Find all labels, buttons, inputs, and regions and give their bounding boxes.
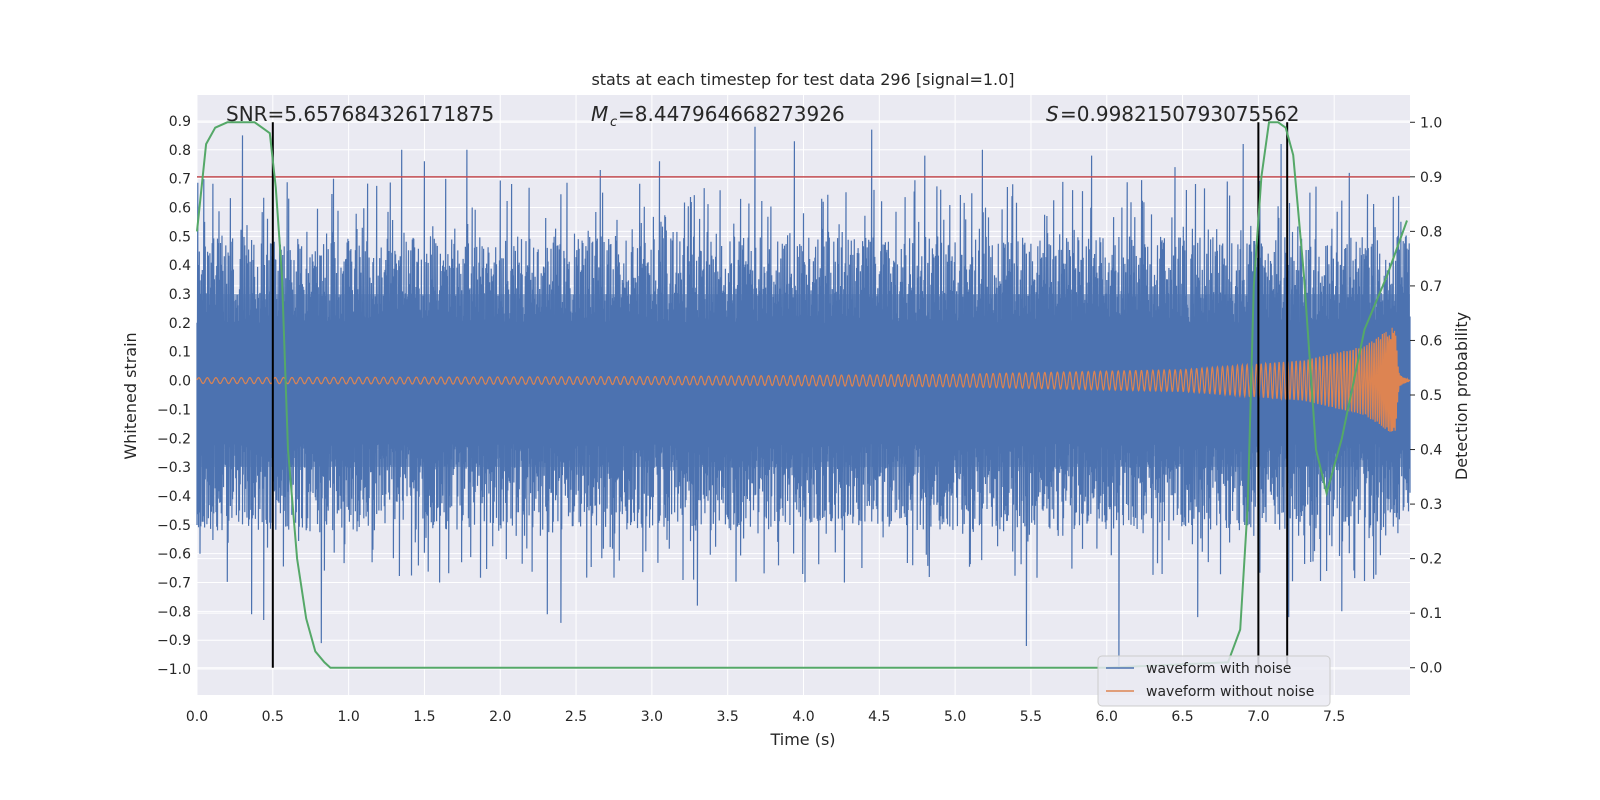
x-tick-label: 5.5	[1020, 709, 1042, 725]
y2-tick-label: 1.0	[1420, 115, 1442, 131]
y-tick-label: −0.8	[157, 604, 191, 620]
x-tick-label: 1.0	[337, 709, 359, 725]
mc-annotation: M c =8.447964668273926	[591, 102, 845, 130]
y-tick-label: −0.4	[157, 489, 191, 505]
x-tick-label: 3.5	[717, 709, 739, 725]
y-tick-label: 0.9	[169, 114, 191, 130]
x-tick-label: 0.0	[186, 709, 208, 725]
y-tick-label: 0.5	[169, 229, 191, 245]
y2-tick-label: 0.3	[1420, 497, 1442, 513]
overlay-lines	[196, 121, 1410, 669]
y2-tick-label: 0.2	[1420, 552, 1442, 568]
mc-value: =8.447964668273926	[618, 102, 845, 126]
snr-annotation: SNR=5.657684326171875	[226, 102, 494, 126]
x-tick-label: 3.0	[641, 709, 663, 725]
y-tick-label: 0.3	[169, 287, 191, 303]
y2-axis-label: Detection probability	[1452, 312, 1471, 480]
x-axis-label: Time (s)	[769, 730, 835, 749]
y-tick-label: 0.4	[169, 258, 191, 274]
y2-tick-label: 0.7	[1420, 279, 1442, 295]
y2-tick-label: 0.4	[1420, 443, 1442, 459]
x-tick-label: 5.0	[944, 709, 966, 725]
mc-symbol: M	[591, 102, 608, 126]
y-axis-label: Whitened strain	[121, 332, 140, 459]
x-tick-label: 4.0	[792, 709, 814, 725]
y-tick-label: −0.6	[157, 547, 191, 563]
clean-waveform-series	[196, 327, 1411, 432]
y-tick-label: 0.1	[169, 345, 191, 361]
s-annotation: S =0.9982150793075562	[1046, 102, 1299, 126]
y-tick-label: −0.2	[157, 431, 191, 447]
y2-tick-label: 0.1	[1420, 606, 1442, 622]
y-tick-label: 0.6	[169, 201, 191, 217]
y2-tick-label: 0.5	[1420, 388, 1442, 404]
legend-label-noise: waveform with noise	[1146, 661, 1291, 677]
y2-tick-label: 0.8	[1420, 224, 1442, 240]
y-tick-label: 0.2	[169, 316, 191, 332]
x-tick-label: 1.5	[413, 709, 435, 725]
x-tick-label: 0.5	[262, 709, 284, 725]
chart-title: stats at each timestep for test data 296…	[591, 70, 1014, 89]
y-tick-label: −0.3	[157, 460, 191, 476]
y2-tick-label: 0.9	[1420, 170, 1442, 186]
x-tick-label: 4.5	[868, 709, 890, 725]
s-symbol: S	[1046, 102, 1059, 126]
y-tick-label: 0.7	[169, 172, 191, 188]
x-tick-label: 2.5	[565, 709, 587, 725]
y-tick-label: −0.1	[157, 402, 191, 418]
x-tick-label: 2.0	[489, 709, 511, 725]
axes: 0.0 0.5 1.0 1.5 2.0 2.5 3.0 3.5 4.0 4.5 5.0 5.5 6.0 6…	[157, 114, 1442, 725]
x-tick-label: 7.0	[1247, 709, 1269, 725]
y-tick-label: −0.7	[157, 576, 191, 592]
y2-tick-label: 0.6	[1420, 333, 1442, 349]
y2-tick-label: 0.0	[1420, 661, 1442, 677]
y-tick-label: −0.9	[157, 633, 191, 649]
detection-probability-line	[196, 121, 1408, 669]
y-tick-label: −0.5	[157, 518, 191, 534]
legend-box	[1097, 655, 1331, 707]
legend-label-clean: waveform without noise	[1146, 684, 1314, 700]
mc-subscript: c	[610, 115, 617, 130]
y-tick-label: −1.0	[157, 662, 191, 678]
y-tick-label: 0.8	[169, 143, 191, 159]
y-tick-label: 0.0	[169, 374, 191, 390]
clean-waveform-line	[196, 327, 1411, 432]
legend: waveform with noise waveform without noi…	[1097, 655, 1331, 707]
x-tick-label: 7.5	[1323, 709, 1345, 725]
x-tick-label: 6.5	[1171, 709, 1193, 725]
s-value: =0.9982150793075562	[1060, 102, 1299, 126]
x-tick-label: 6.0	[1096, 709, 1118, 725]
